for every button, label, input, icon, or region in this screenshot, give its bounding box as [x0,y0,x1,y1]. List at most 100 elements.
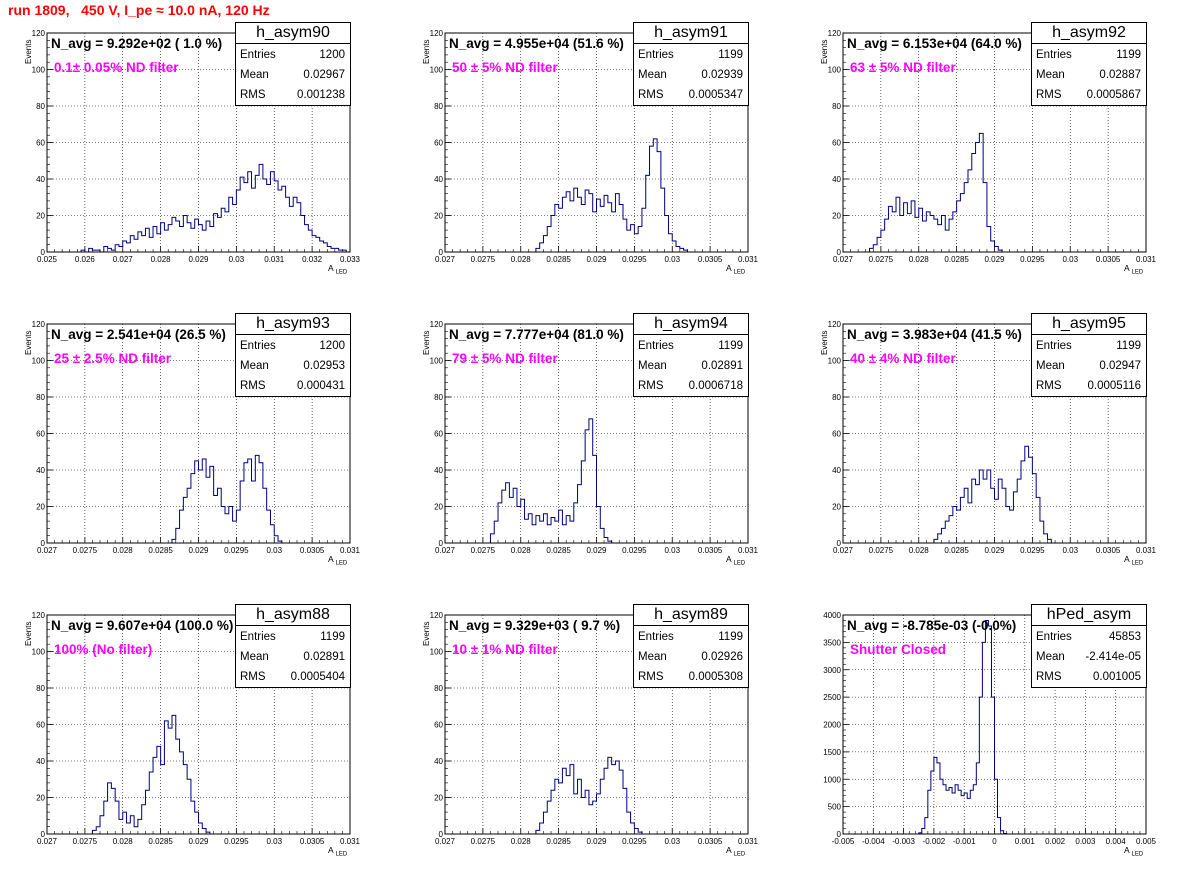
y-tick-label: 40 [832,175,841,184]
y-tick-label: 60 [434,139,443,148]
x-axis-title: A LED [726,554,746,567]
x-tick-label: -0.002 [923,837,946,846]
x-axis-title: A LED [1124,554,1144,567]
x-tick-label: 0.0285 [546,546,571,555]
stats-value-rms: 0.0005867 [1086,89,1141,101]
x-axis-title: A LED [328,845,348,858]
y-tick-label: 60 [832,139,841,148]
x-axis-title-subscript: LED [335,851,348,858]
x-tick-label: 0.003 [1075,837,1096,846]
stats-row-rms: RMS 0.0005867 [1036,85,1141,105]
stats-row-mean: Mean 0.02939 [638,65,743,85]
y-tick-label: 60 [434,721,443,730]
x-tick-label: 0.031 [738,255,759,264]
x-tick-label: 0.028 [151,255,172,264]
y-tick-label: 100 [32,66,46,75]
y-axis-title: Events [422,39,431,64]
y-tick-label: 4000 [823,611,841,620]
x-tick-label: 0.0295 [224,837,249,846]
run-title: run 1809, 450 V, I_pe ≈ 10.0 nA, 120 Hz [8,2,270,18]
x-tick-label: 0.0275 [73,837,98,846]
stats-key-mean: Mean [240,360,269,372]
histogram-name: h_asym88 [236,605,350,626]
y-tick-label: 40 [434,466,443,475]
histogram-name: hPed_asym [1032,605,1146,626]
filter-label: Shutter Closed [850,642,947,657]
stats-row-rms: RMS 0.0005404 [240,667,345,687]
y-tick-label: 20 [434,794,443,803]
x-tick-label: 0.0305 [1096,255,1121,264]
y-tick-label: 0 [439,830,444,839]
x-tick-label: 0.03 [664,546,680,555]
x-tick-label: 0.027 [435,837,456,846]
y-tick-label: 80 [434,102,443,111]
stats-key-rms: RMS [240,671,266,683]
stats-key-rms: RMS [638,89,664,101]
stats-value-mean: 0.02891 [701,360,743,372]
stats-value-rms: 0.0005404 [290,671,345,683]
x-tick-label: 0.0285 [148,837,173,846]
y-axis-title: Events [422,330,431,355]
y-tick-label: 120 [828,320,842,329]
stats-key-entries: Entries [638,631,674,643]
x-tick-label: 0.0275 [471,837,496,846]
y-tick-label: 0 [837,248,842,257]
histogram-panel-h_asym88: 0.027 0.0275 0.028 0.0285 0.029 0.0295 0.03 0.0… [0,582,398,872]
x-tick-label: 0.0305 [698,546,723,555]
y-tick-label: 40 [36,175,45,184]
y-tick-label: 120 [32,320,46,329]
x-tick-label: 0.0305 [1096,546,1121,555]
stats-key-mean: Mean [240,69,269,81]
x-tick-label: 0.029 [188,255,209,264]
stats-box: hPed_asym Entries 45853 Mean -2.414e-05 RMS 0.… [1031,604,1147,688]
histogram-series [91,714,211,834]
y-tick-label: 80 [434,393,443,402]
stats-key-entries: Entries [240,340,276,352]
stats-value-entries: 1199 [718,340,743,352]
x-tick-label: 0.0285 [944,255,969,264]
histogram-series [918,619,1008,834]
stats-box: h_asym95 Entries 1199 Mean 0.02947 RMS 0.00051… [1031,313,1147,397]
stats-value-rms: 0.0006718 [688,380,743,392]
y-axis-title: Events [820,330,829,355]
y-tick-label: 80 [832,102,841,111]
stats-value-entries: 45853 [1109,631,1141,643]
histogram-panel-h_asym92: 0.027 0.0275 0.028 0.0285 0.029 0.0295 0.03 0.0… [796,0,1194,290]
y-axis-title: Events [24,621,33,646]
stats-key-rms: RMS [638,380,664,392]
x-tick-label: 0.0295 [1020,546,1045,555]
x-tick-label: 0.03 [229,255,245,264]
x-tick-label: 0.033 [340,255,361,264]
histogram-name: h_asym89 [634,605,748,626]
stats-value-entries: 1200 [319,340,345,352]
x-tick-label: 0.029 [586,546,607,555]
stats-row-entries: Entries 1200 [240,45,345,65]
y-tick-label: 3500 [823,638,841,647]
histogram-panel-h_asym90: 0.025 0.026 0.027 0.028 0.029 0.03 0.031 0.032 0… [0,0,398,290]
x-tick-label: 0.0285 [944,546,969,555]
stats-key-mean: Mean [240,651,269,663]
x-tick-label: 0.027 [833,546,854,555]
stats-key-rms: RMS [1036,89,1062,101]
stats-row-entries: Entries 1199 [638,45,743,65]
y-tick-label: 60 [36,139,45,148]
filter-label: 40 ± 4% ND filter [850,351,956,366]
histogram-series [171,454,283,543]
x-tick-label: 0.001 [1015,837,1036,846]
stats-value-rms: 0.001238 [297,89,345,101]
histogram-panel-hPed_asym: -0.005 -0.004 -0.003 -0.002 -0.001 0 0.001 0.00… [796,582,1194,872]
y-tick-label: 20 [36,503,45,512]
stats-row-mean: Mean 0.02926 [638,647,743,667]
stats-row-mean: Mean -2.414e-05 [1036,647,1141,667]
stats-row-mean: Mean 0.02887 [1036,65,1141,85]
filter-label: 25 ± 2.5% ND filter [54,351,171,366]
x-tick-label: 0.0295 [622,837,647,846]
histogram-series [80,163,347,253]
y-tick-label: 2000 [823,721,841,730]
stats-value-mean: 0.02939 [701,69,743,81]
stats-row-mean: Mean 0.02947 [1036,356,1141,376]
y-tick-label: 120 [32,611,46,620]
y-tick-label: 100 [430,648,444,657]
histogram-series [489,418,613,543]
stats-key-mean: Mean [1036,360,1065,372]
